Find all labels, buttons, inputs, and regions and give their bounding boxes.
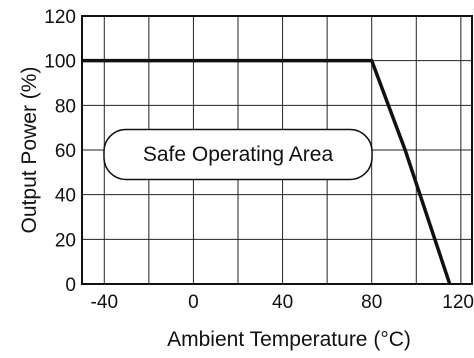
y-tick-label: 60	[55, 141, 76, 162]
y-tick-labels: 0 20 40 60 80 100 120	[44, 7, 76, 296]
y-tick-label: 40	[55, 186, 76, 207]
y-tick-label: 20	[55, 230, 76, 251]
y-tick-label: 0	[65, 275, 76, 296]
x-tick-labels: -40 0 40 80 120	[91, 292, 474, 313]
y-tick-label: 100	[44, 52, 76, 73]
x-tick-label: 120	[442, 292, 474, 313]
series-line-0	[82, 58, 452, 285]
y-tick-label: 120	[44, 7, 76, 28]
x-tick-label: 80	[361, 292, 382, 313]
x-axis-title: Ambient Temperature (°C)	[167, 328, 411, 351]
series-group	[82, 58, 452, 285]
x-tick-label: 0	[188, 292, 199, 313]
plot-frame	[81, 15, 473, 285]
y-tick-label: 80	[55, 96, 76, 117]
x-tick-label: 40	[272, 292, 293, 313]
safe-area-label: Safe Operating Area	[143, 143, 334, 166]
safe-area-box	[103, 128, 373, 181]
annotation-group: Safe Operating Area	[103, 128, 373, 181]
y-axis-title: Output Power (%)	[18, 67, 41, 234]
x-tick-label: -40	[91, 292, 118, 313]
